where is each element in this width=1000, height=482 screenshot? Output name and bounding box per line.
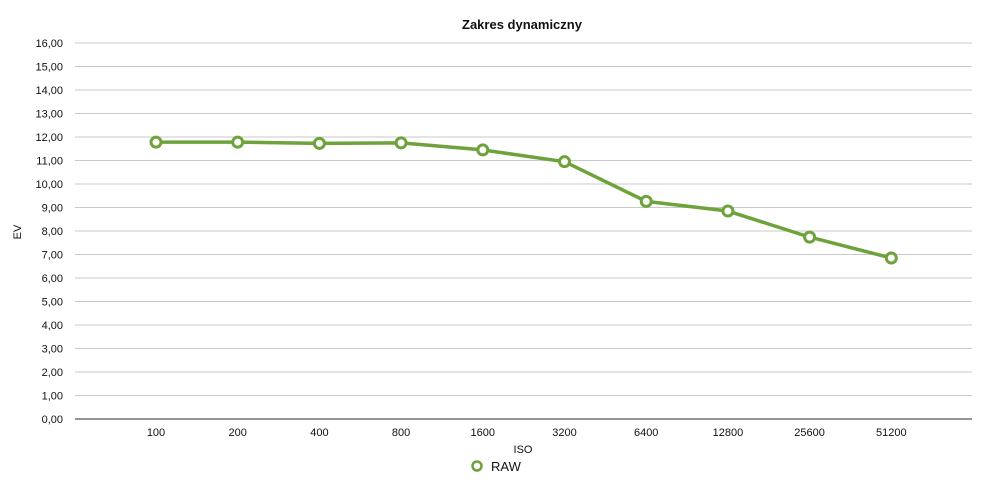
y-axis-title: EV	[12, 224, 24, 239]
x-axis-ticks: 100 200 400 800 1600 3200 6400 12800 25600 51200	[147, 427, 907, 439]
y-tick-label: 9,00	[42, 203, 63, 215]
y-tick-label: 4,00	[42, 320, 63, 332]
data-point	[639, 194, 653, 208]
x-tick-label: 1600	[471, 427, 495, 439]
x-tick-label: 12800	[713, 427, 744, 439]
data-point	[476, 143, 490, 157]
y-tick-label: 16,00	[35, 38, 63, 50]
y-tick-label: 2,00	[42, 367, 63, 379]
data-point	[394, 136, 408, 150]
gridlines	[75, 42, 972, 396]
y-tick-label: 7,00	[42, 250, 63, 262]
y-tick-label: 6,00	[42, 273, 63, 285]
data-point	[558, 155, 571, 169]
data-point	[884, 251, 898, 265]
data-point	[312, 136, 326, 150]
x-tick-label: 6400	[634, 427, 658, 439]
x-axis-title: ISO	[514, 444, 533, 456]
y-tick-label: 15,00	[35, 62, 63, 74]
y-tick-label: 5,00	[42, 297, 63, 309]
x-tick-label: 800	[392, 427, 410, 439]
legend-label: RAW	[491, 459, 522, 474]
y-tick-label: 11,00	[36, 156, 63, 168]
x-tick-label: 25600	[794, 427, 825, 439]
y-tick-label: 13,00	[35, 109, 63, 121]
data-point	[721, 204, 735, 218]
legend: RAW	[471, 459, 522, 474]
series-line	[154, 140, 894, 260]
legend-marker	[471, 460, 483, 472]
y-tick-label: 0,00	[42, 414, 63, 426]
x-tick-label: 200	[229, 427, 247, 439]
y-axis-ticks: 0,00 1,00 2,00 3,00 4,00 5,00 6,00 7,00 8,00 9,00…	[35, 38, 63, 426]
series-raw	[149, 135, 898, 265]
y-tick-label: 10,00	[35, 179, 63, 191]
data-point	[231, 135, 245, 149]
y-tick-label: 3,00	[42, 344, 63, 356]
data-point	[149, 135, 163, 149]
y-tick-label: 12,00	[35, 132, 63, 144]
data-point	[803, 230, 817, 244]
y-tick-label: 1,00	[42, 391, 63, 403]
chart-title: Zakres dynamiczny	[462, 17, 583, 32]
x-tick-label: 3200	[552, 427, 576, 439]
x-tick-label: 100	[147, 427, 165, 439]
x-tick-label: 51200	[876, 427, 907, 439]
x-tick-label: 400	[310, 427, 328, 439]
y-tick-label: 8,00	[42, 226, 63, 238]
y-tick-label: 14,00	[35, 85, 63, 97]
